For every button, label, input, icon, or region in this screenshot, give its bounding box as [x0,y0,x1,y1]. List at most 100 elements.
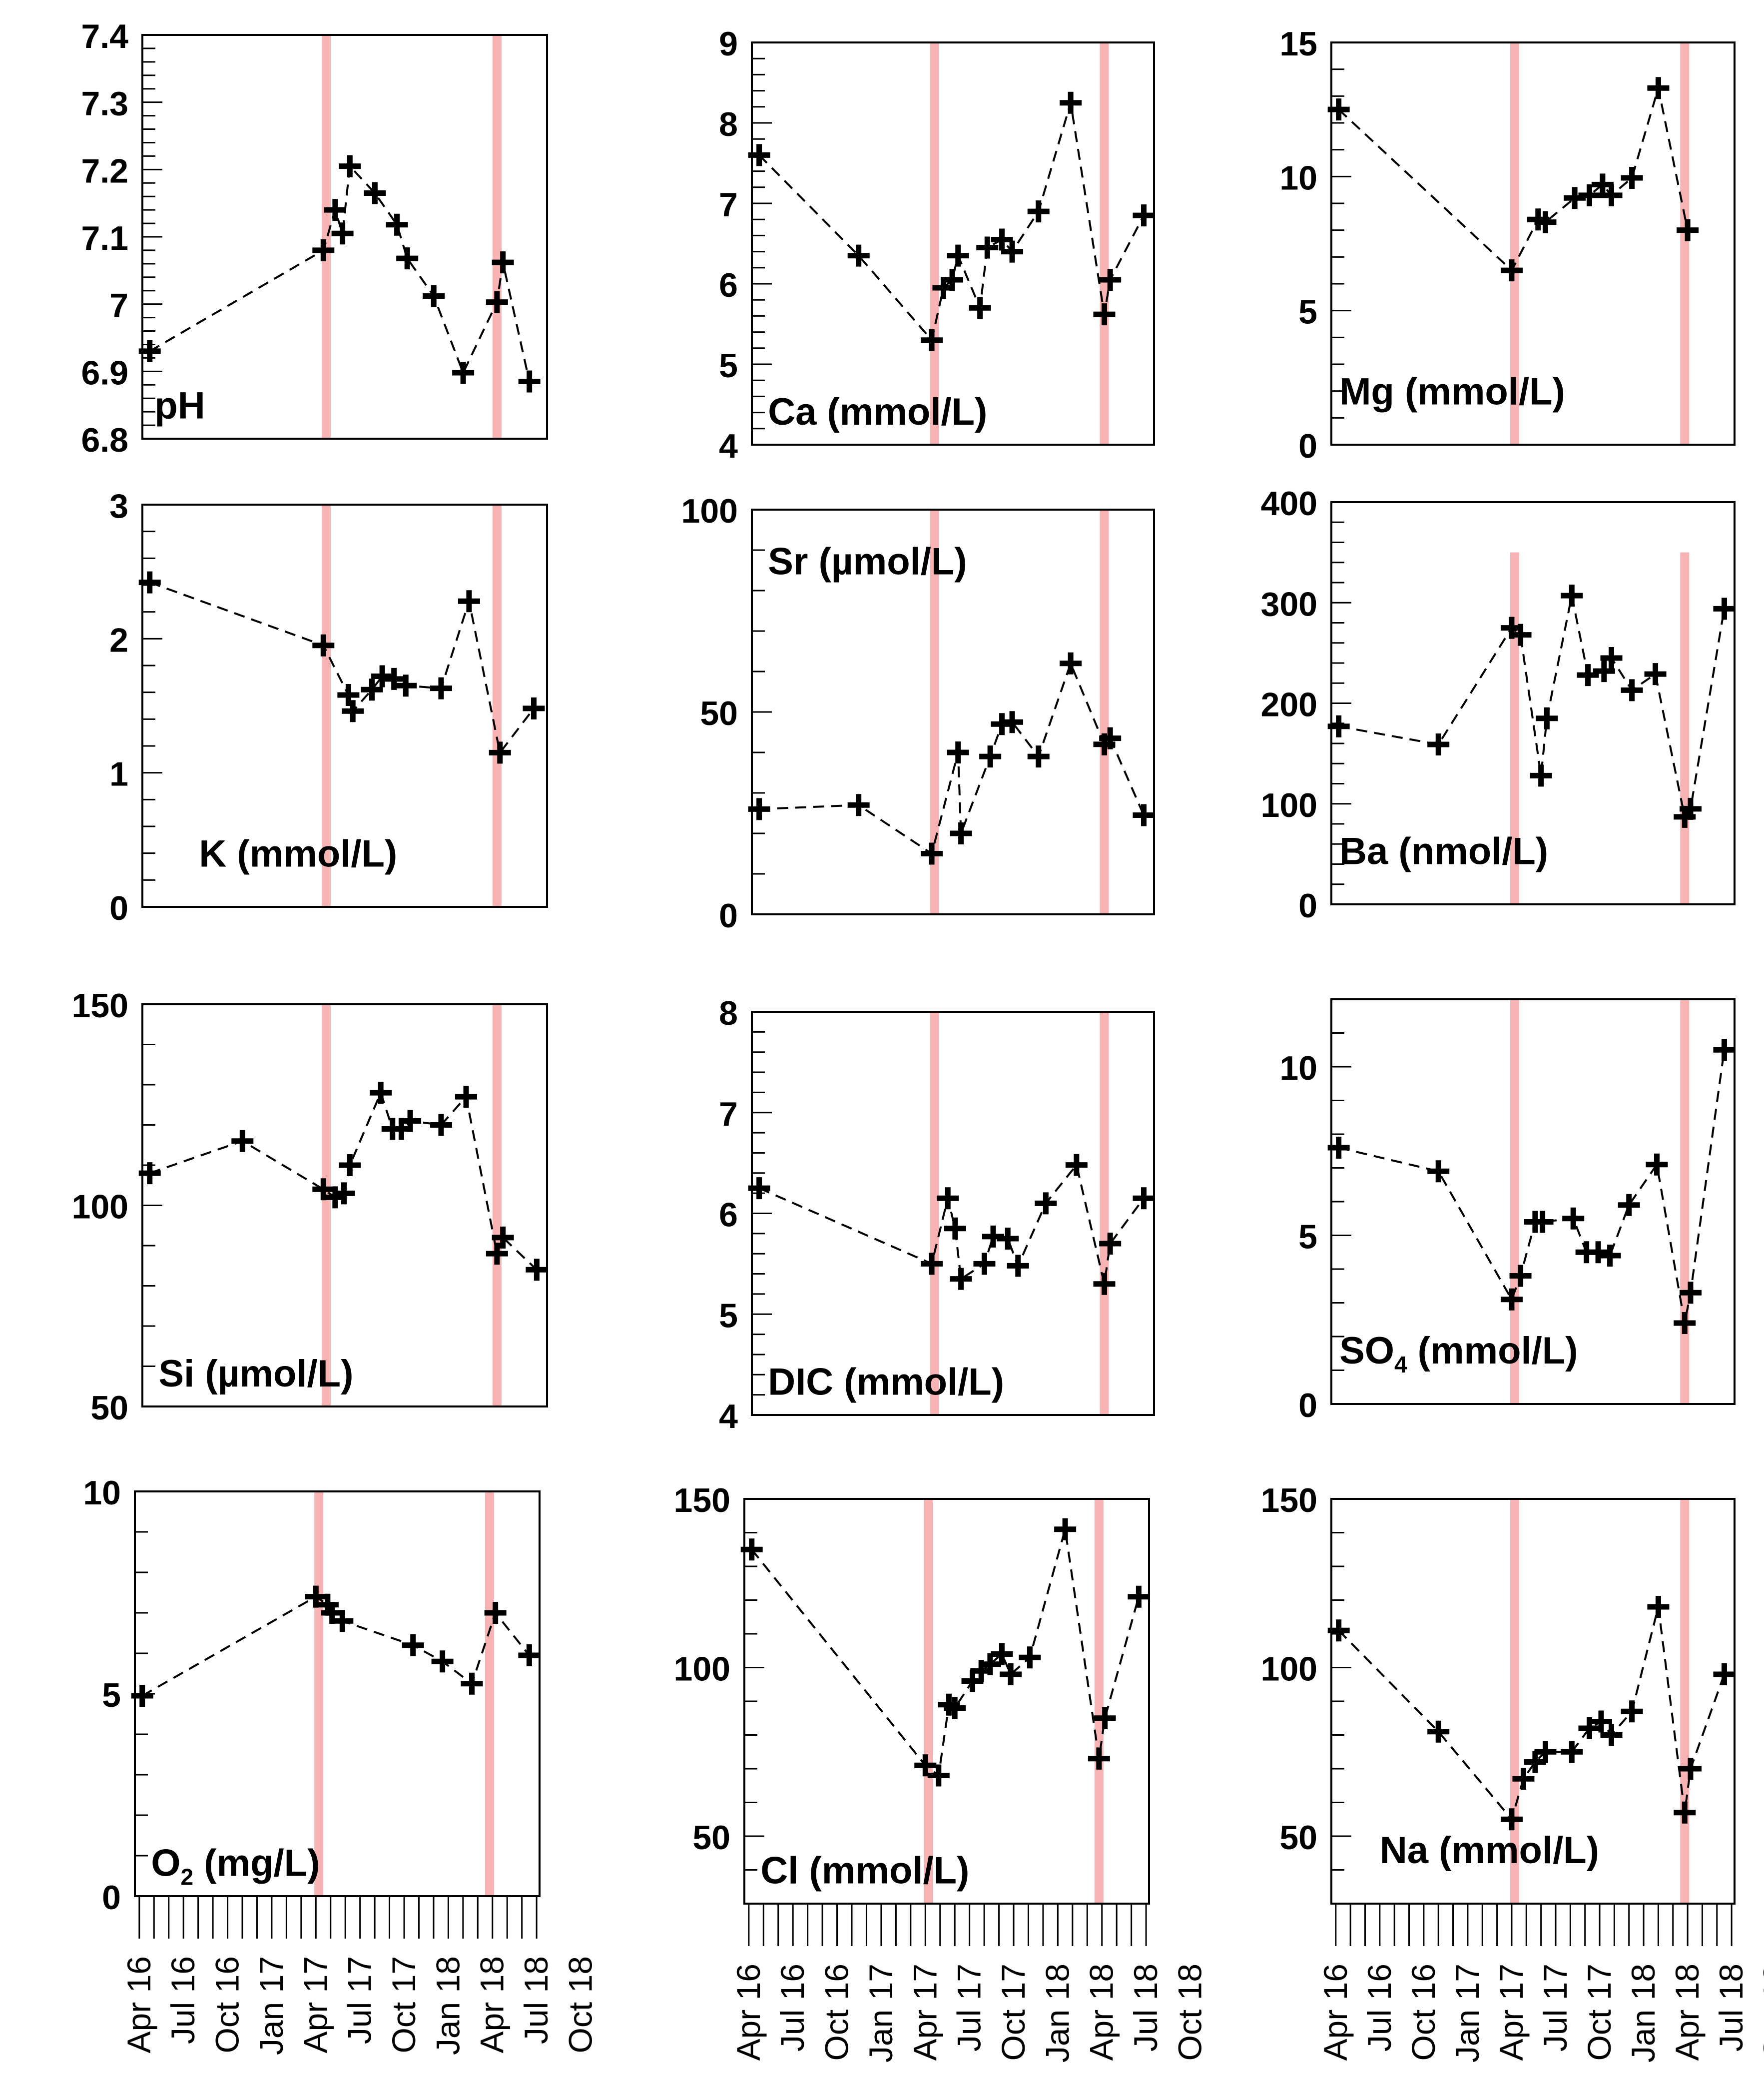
data-point [331,1610,354,1632]
y-tick-label: 0 [109,889,128,927]
event-band [485,1491,494,1896]
data-point [1677,219,1699,241]
y-tick-label: 0 [1298,1386,1317,1424]
data-point [1647,77,1670,99]
y-tick-label: 7 [719,186,738,224]
x-tick-label: Jan 18 [1625,1964,1662,2063]
y-tick-label: 150 [674,1481,730,1519]
event-band [1680,1499,1690,1904]
panel-title: Na (mmol/L) [1380,1829,1599,1872]
panel-2: 0 5 10 15 Mg (mmol/L) [1279,25,1736,465]
series-line [758,1163,1145,1285]
data-point [492,1226,514,1249]
data-point [131,1685,153,1707]
event-band [322,35,331,439]
panel-4: 0 50 100 Sr (µmol/L) [681,492,1155,935]
data-point [1027,745,1050,768]
data-point [383,668,405,690]
y-tick-label: 15 [1279,25,1317,63]
y-tick-label: 2 [109,621,128,659]
data-point [947,741,969,763]
data-point [1133,804,1155,826]
data-point [461,1672,483,1695]
y-tick-label: 0 [102,1879,121,1917]
data-point [518,370,541,393]
panel-title: Ca (mmol/L) [768,391,987,433]
data-point [339,1154,361,1176]
y-tick-label: 0 [719,897,738,935]
y-tick-label: 300 [1261,585,1317,623]
data-point [1327,715,1350,737]
y-tick-label: 8 [719,994,738,1032]
data-point [1093,303,1116,326]
data-point [1027,200,1050,223]
panel-title: Cl (mmol/L) [760,1850,969,1892]
data-point [1088,1747,1110,1770]
data-point [1094,1707,1116,1729]
data-point [402,1634,424,1656]
title-main: DIC (mmol/L) [768,1361,1004,1403]
event-band [930,510,939,914]
x-tick-label: Oct 18 [562,1956,598,2053]
y-tick-label: 100 [681,492,738,530]
data-point [1065,1154,1088,1176]
data-point [1427,733,1450,756]
data-point [1674,1312,1696,1334]
y-tick-label: 7.4 [81,17,128,55]
x-tick-label: Jan 17 [1449,1964,1486,2063]
data-point [312,239,335,261]
data-point [1600,184,1623,206]
data-point [1500,1808,1523,1831]
event-band [924,1499,933,1904]
data-point [1536,707,1558,729]
data-point [1600,1724,1623,1746]
event-band [1680,552,1690,904]
data-point [847,794,870,816]
y-tick-label: 7.2 [81,152,128,190]
data-point [1001,711,1024,733]
x-tick-label: Jul 18 [1713,1964,1750,2052]
title-main: Na (mmol/L) [1380,1829,1599,1872]
y-tick-label: 7 [719,1095,738,1133]
data-point [423,285,445,307]
data-point [484,1602,507,1624]
data-point [1587,1241,1610,1264]
y-tick-label: 5 [1298,293,1317,331]
series-line [1338,87,1689,272]
data-point [941,268,964,291]
y-tick-label: 10 [83,1474,121,1512]
data-point [1590,1710,1612,1733]
y-tick-label: 10 [1279,159,1317,197]
event-band [322,505,331,907]
data-point [395,675,417,697]
data-point [492,251,514,274]
data-point [138,340,161,362]
data-point [1530,764,1552,787]
data-point [944,1697,966,1719]
event-band [930,42,939,445]
event-band [1094,1499,1104,1904]
panel-title: Sr (µmol/L) [768,541,967,583]
panel-6: 50 100 150 Si (µmol/L) [72,987,548,1427]
y-tick-label: 3 [109,487,128,525]
panel-0: 6.8 6.9 7 7.1 7.2 7.3 7.4 pH [81,17,548,459]
y-tick-label: 100 [1261,1650,1317,1688]
y-tick-label: 6.8 [81,421,128,459]
panel-title: Si (µmol/L) [158,1353,353,1395]
x-tick-label: Jul 17 [1537,1964,1574,2052]
data-point [748,1177,770,1200]
title-main: Ca (mmol/L) [768,391,987,433]
data-point [921,842,943,865]
data-point [1093,1273,1116,1295]
plot-frame [751,41,1155,446]
panel-title: Mg (mmol/L) [1339,371,1565,413]
data-point [969,297,991,319]
data-point [526,1259,548,1281]
x-tick-label: Apr 18 [474,1956,511,2053]
data-point [1621,1700,1643,1723]
data-point [486,291,508,313]
data-point [950,822,972,844]
event-band [314,1491,324,1896]
data-point [1577,664,1599,687]
